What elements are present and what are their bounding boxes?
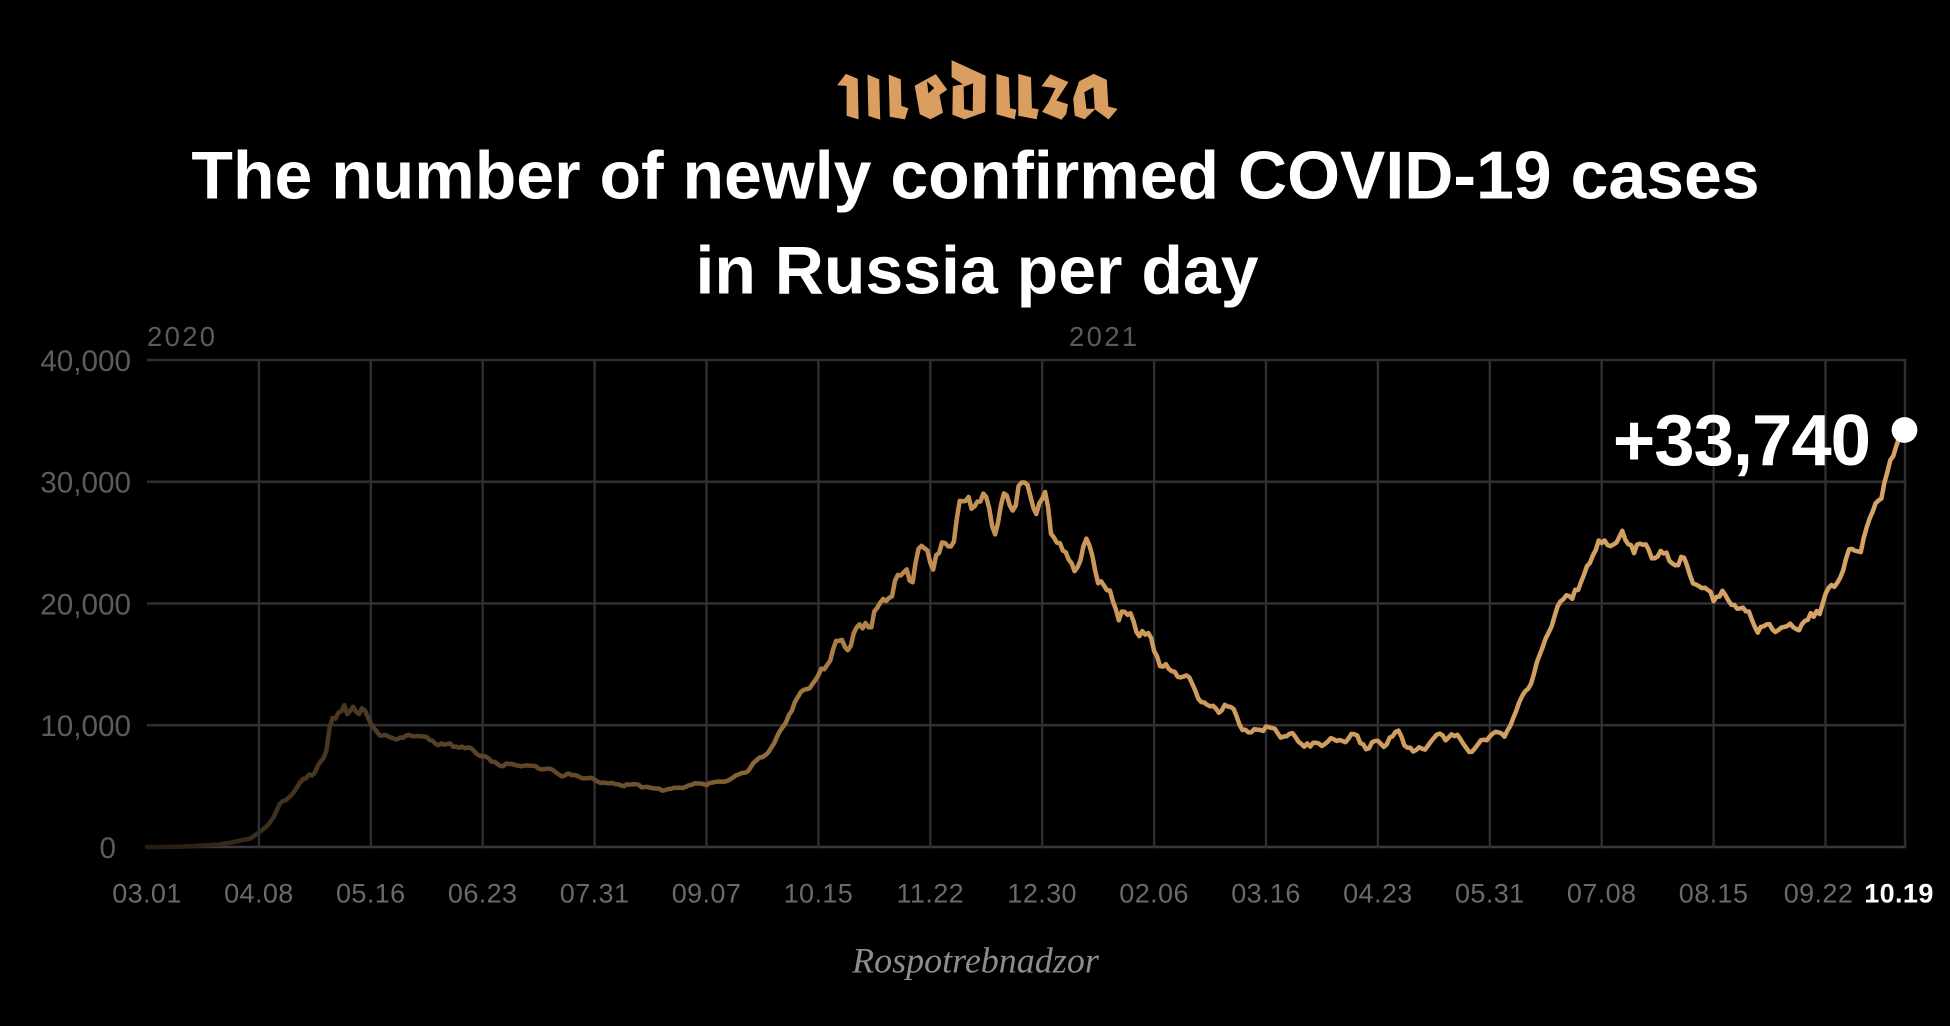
svg-text:2021: 2021: [1069, 321, 1139, 352]
svg-text:Rospotrebnadzor: Rospotrebnadzor: [851, 941, 1100, 981]
svg-text:06.23: 06.23: [448, 879, 518, 909]
svg-text:40,000: 40,000: [40, 345, 131, 378]
svg-text:07.31: 07.31: [560, 879, 630, 909]
svg-text:05.16: 05.16: [336, 879, 406, 909]
svg-text:04.23: 04.23: [1343, 879, 1413, 909]
svg-text:in Russia per day: in Russia per day: [695, 233, 1258, 309]
svg-text:02.06: 02.06: [1119, 879, 1189, 909]
svg-text:09.07: 09.07: [672, 879, 742, 909]
svg-text:10,000: 10,000: [40, 710, 131, 743]
svg-text:0: 0: [99, 832, 116, 865]
svg-text:20,000: 20,000: [40, 588, 131, 621]
svg-text:12.30: 12.30: [1007, 879, 1077, 909]
svg-text:08.15: 08.15: [1679, 879, 1749, 909]
svg-text:The number of newly confirmed: The number of newly confirmed COVID-19 c…: [191, 138, 1759, 214]
svg-text:30,000: 30,000: [40, 467, 131, 500]
svg-text:03.16: 03.16: [1231, 879, 1301, 909]
svg-text:04.08: 04.08: [224, 879, 294, 909]
svg-text:10.19: 10.19: [1864, 879, 1934, 909]
svg-text:11.22: 11.22: [897, 879, 965, 909]
svg-text:2020: 2020: [147, 321, 217, 352]
svg-text:05.31: 05.31: [1455, 879, 1525, 909]
svg-text:03.01: 03.01: [112, 879, 182, 909]
svg-text:09.22: 09.22: [1784, 879, 1854, 909]
svg-text:10.15: 10.15: [784, 879, 854, 909]
svg-text:07.08: 07.08: [1567, 879, 1637, 909]
svg-text:+33,740: +33,740: [1613, 400, 1870, 481]
